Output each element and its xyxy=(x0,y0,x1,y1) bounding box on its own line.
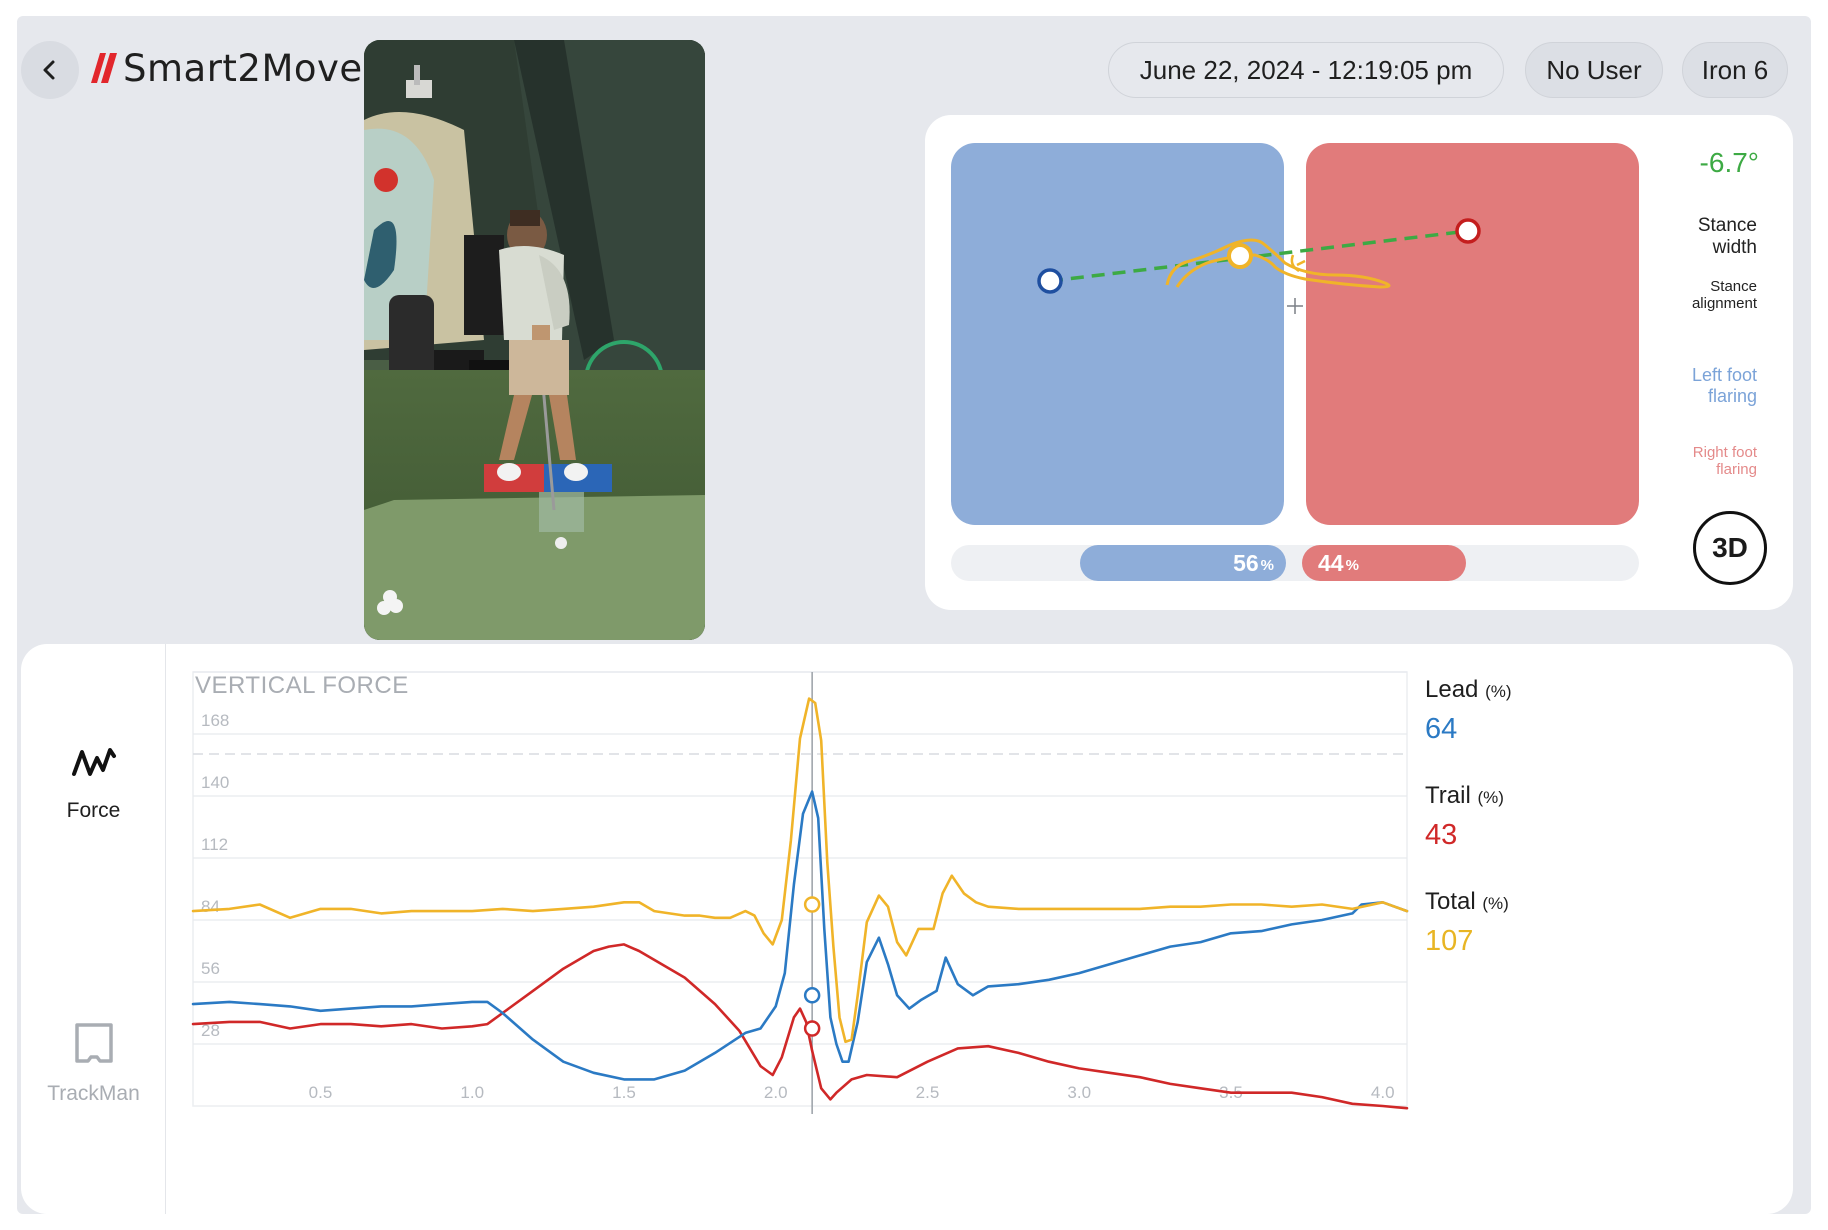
brand-mark-icon xyxy=(91,53,117,83)
trail-weight-bar: 44% xyxy=(1302,545,1466,581)
chart-title: VERTICAL FORCE xyxy=(195,672,409,699)
analysis-tab-bar: Force TrackMan xyxy=(21,644,166,1214)
y-tick-label: 112 xyxy=(201,835,228,854)
stance-width-toggle[interactable]: Stance width xyxy=(1697,215,1757,258)
app-window: Smart2Move xyxy=(17,16,1811,1214)
legend-trail-label: Trail xyxy=(1425,782,1471,809)
legend-total: Total (%) xyxy=(1425,888,1509,916)
x-tick-label: 1.0 xyxy=(460,1083,484,1102)
weight-distribution-track xyxy=(951,545,1639,581)
cursor-marker-total xyxy=(803,896,821,913)
swing-video[interactable] xyxy=(364,40,705,640)
x-tick-label: 3.0 xyxy=(1067,1083,1091,1102)
x-tick-label: 2.0 xyxy=(764,1083,788,1102)
legend-total-unit: (%) xyxy=(1482,894,1509,913)
tab-force[interactable]: Force xyxy=(21,744,166,823)
y-tick-label: 140 xyxy=(201,773,229,792)
tab-trackman-label: TrackMan xyxy=(47,1082,140,1105)
club-selector-pill[interactable]: Iron 6 xyxy=(1682,42,1788,98)
legend-trail: Trail (%) xyxy=(1425,782,1504,810)
view-3d-button[interactable]: 3D xyxy=(1693,511,1767,585)
y-tick-label: 56 xyxy=(201,959,220,978)
y-tick-label: 28 xyxy=(201,1021,220,1040)
tab-trackman[interactable]: TrackMan xyxy=(21,1019,166,1106)
cursor-marker-trail xyxy=(803,1020,821,1037)
lead-weight-value: 56 xyxy=(1233,549,1259,576)
tab-force-label: Force xyxy=(66,799,121,822)
stance-alignment-toggle[interactable]: Stance alignment xyxy=(1691,278,1757,313)
legend-trail-value: 43 xyxy=(1425,819,1458,851)
right-foot-flaring-toggle[interactable]: Right foot flaring xyxy=(1692,444,1757,479)
y-tick-label: 168 xyxy=(201,711,229,730)
legend-total-value: 107 xyxy=(1425,925,1474,957)
user-selector-pill[interactable]: No User xyxy=(1525,42,1663,98)
x-tick-label: 0.5 xyxy=(309,1083,333,1102)
series-line-total xyxy=(191,697,1409,1044)
brand-name: Smart2Move xyxy=(123,46,363,90)
wave-icon xyxy=(71,748,116,776)
trackman-icon xyxy=(74,1023,113,1063)
legend-lead-label: Lead xyxy=(1425,676,1479,703)
x-tick-label: 1.5 xyxy=(612,1083,636,1102)
y-tick-label: 84 xyxy=(201,897,220,916)
pressure-mat-panel: 56% 44% -6.7° Stance width Stance alignm… xyxy=(925,115,1793,610)
swing-video-frame xyxy=(364,40,705,640)
trail-weight-value: 44 xyxy=(1318,549,1344,576)
pressure-trace xyxy=(1165,238,1391,289)
chevron-left-icon xyxy=(43,60,55,80)
lead-weight-bar: 56% xyxy=(1080,545,1286,581)
series-line-lead xyxy=(191,790,1409,1081)
session-datetime-pill[interactable]: June 22, 2024 - 12:19:05 pm xyxy=(1108,42,1504,98)
stance-angle-value: -6.7° xyxy=(1699,147,1759,178)
legend-lead: Lead (%) xyxy=(1425,676,1512,704)
trail-foot-plate xyxy=(1306,143,1639,525)
trail-pressure-marker xyxy=(1455,218,1481,244)
left-foot-flaring-toggle[interactable]: Left foot flaring xyxy=(1691,365,1757,406)
lead-pressure-marker xyxy=(1037,268,1063,294)
force-chart-panel: Force TrackMan 28 56 84 112 140 168 0.5 1.0 1.5 2… xyxy=(21,644,1793,1214)
total-pressure-marker xyxy=(1227,243,1253,269)
back-button[interactable] xyxy=(21,41,79,99)
legend-lead-unit: (%) xyxy=(1485,682,1512,701)
cursor-marker-lead xyxy=(803,987,821,1004)
legend-total-label: Total xyxy=(1425,888,1476,915)
series-line-trail xyxy=(191,943,1409,1110)
center-of-pressure-overlay xyxy=(1037,218,1481,314)
lead-foot-plate xyxy=(951,143,1284,525)
trail-percent-sign: % xyxy=(1345,557,1359,574)
legend-trail-unit: (%) xyxy=(1477,788,1504,807)
app-logo: Smart2Move xyxy=(91,46,363,90)
legend-lead-value: 64 xyxy=(1425,713,1458,745)
x-tick-label: 2.5 xyxy=(916,1083,940,1102)
x-tick-label: 4.0 xyxy=(1371,1083,1395,1102)
lead-percent-sign: % xyxy=(1260,557,1274,574)
